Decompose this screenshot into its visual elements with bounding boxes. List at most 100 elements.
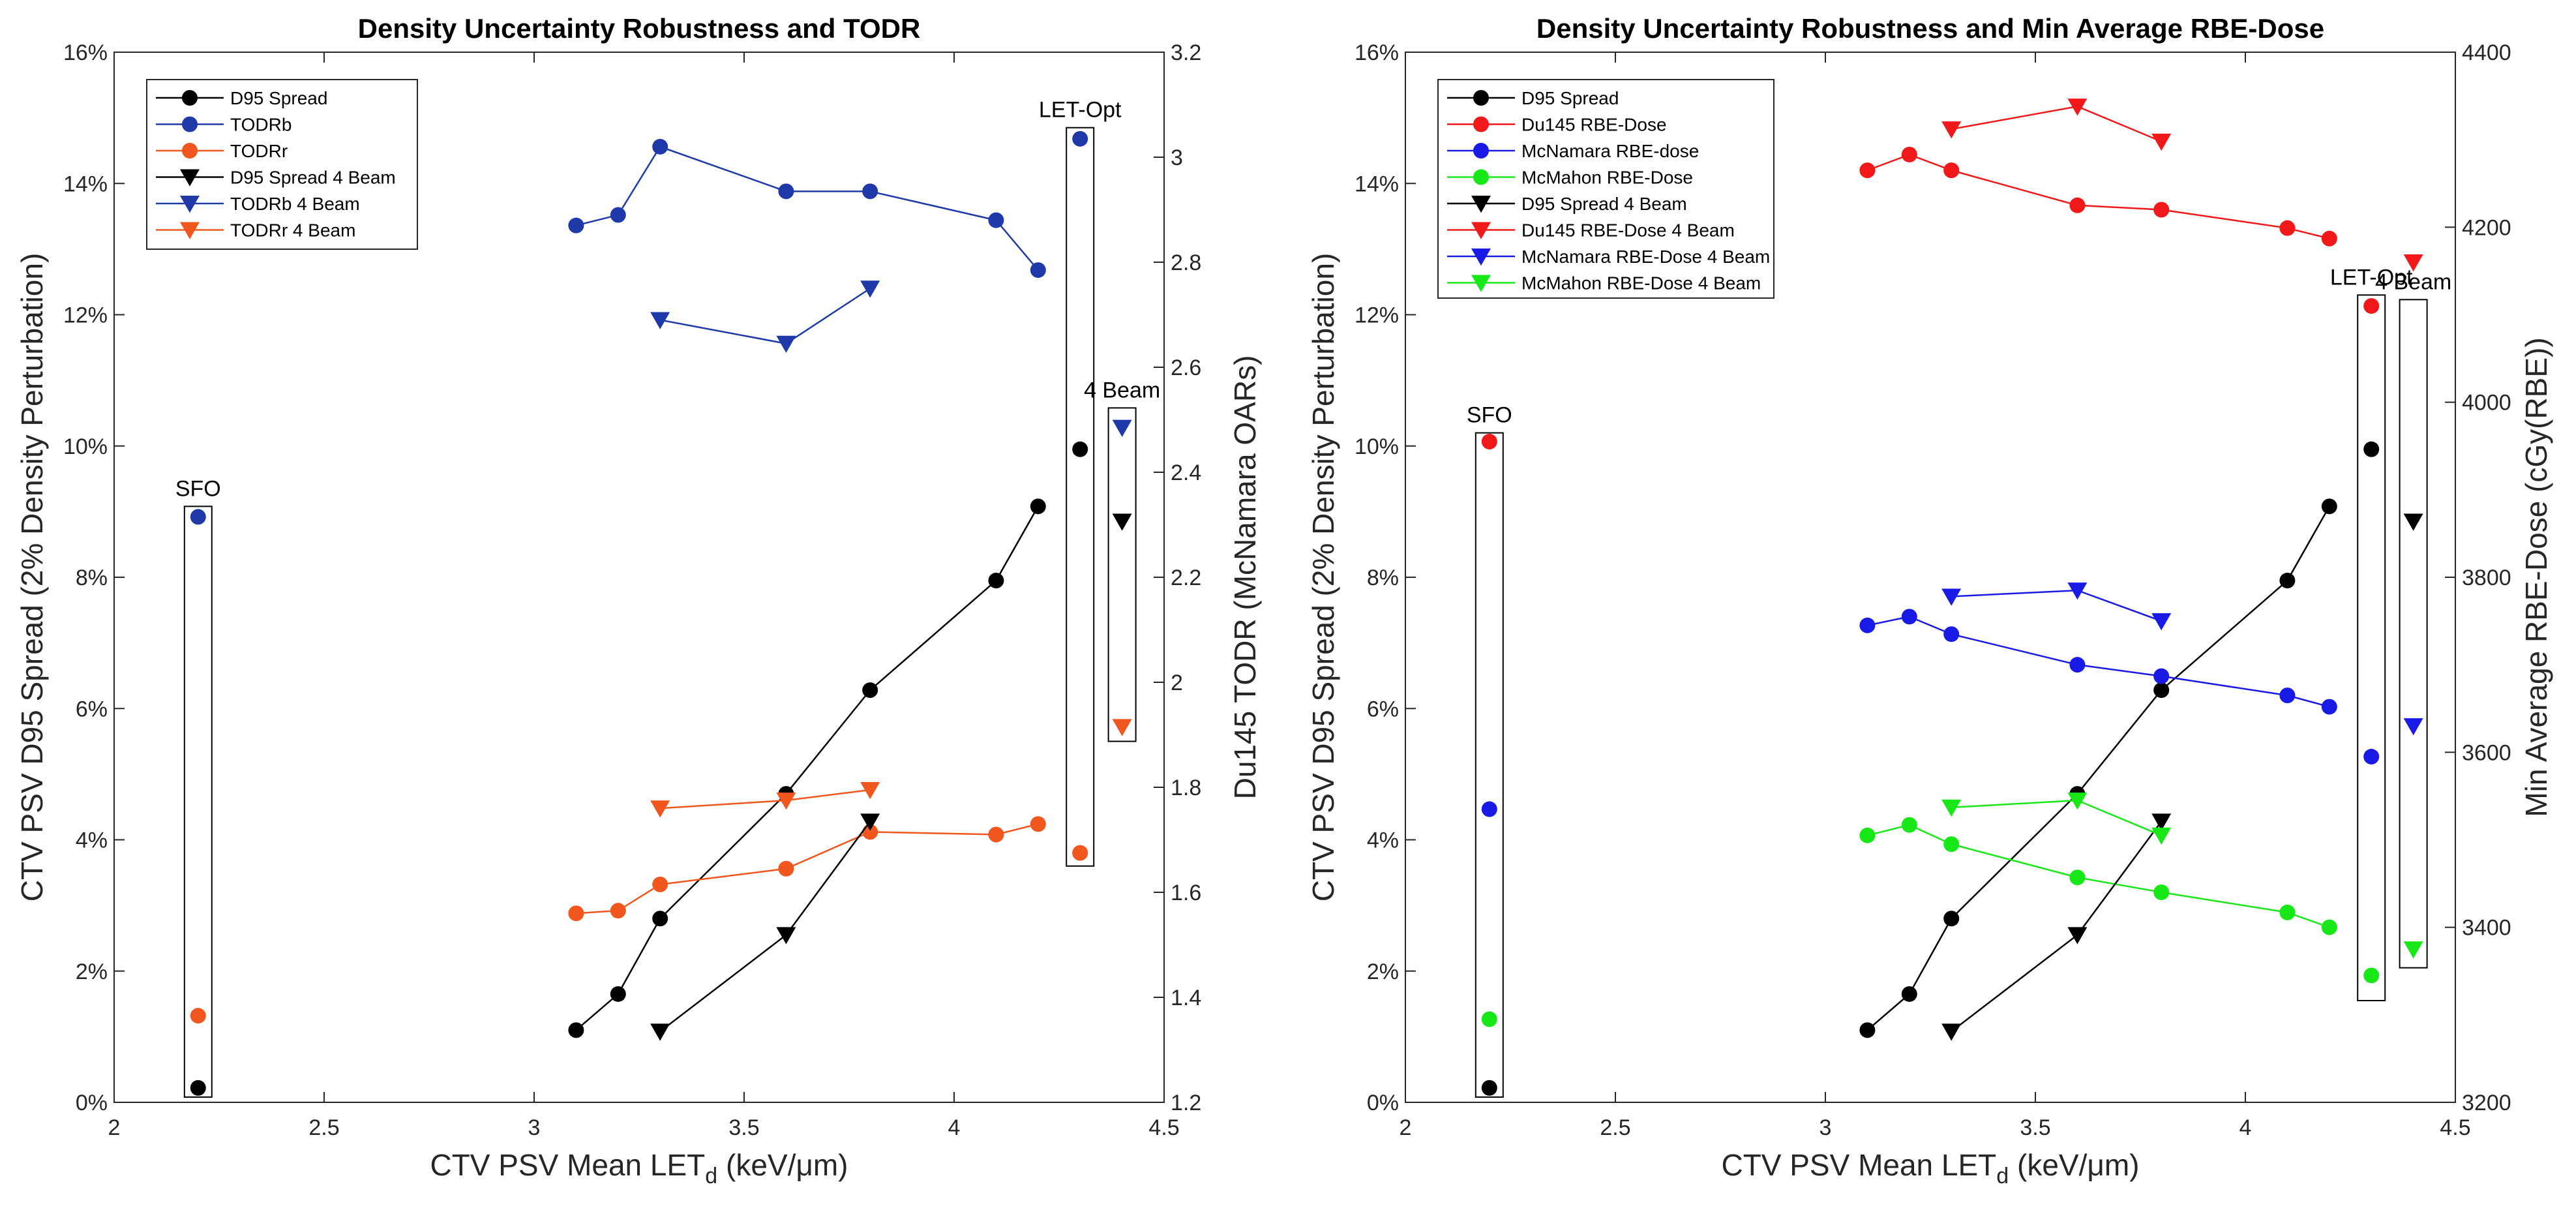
isolated-point [190,1008,206,1023]
isolated-point [1072,442,1088,457]
y-right-tick-label: 3600 [2462,740,2511,765]
data-point [1943,626,1959,642]
y-left-tick-label: 10% [63,434,108,459]
data-point [2279,220,2295,236]
y-left-tick-label: 12% [63,303,108,328]
legend-label: McMahon RBE-Dose 4 Beam [1521,273,1761,294]
y-right-tick-label: 1.6 [1171,881,1201,905]
data-point [988,573,1004,588]
x-tick-label: 3 [1820,1115,1832,1140]
y-left-tick-label: 4% [76,828,108,853]
y-left-tick-label: 8% [1367,566,1399,590]
data-point [610,986,626,1002]
x-tick-label: 3.5 [2020,1115,2050,1140]
isolated-point [1072,845,1088,861]
x-tick-label: 2 [108,1115,121,1140]
data-point [1902,147,1917,162]
data-point [1859,1022,1875,1038]
x-tick-label: 2.5 [308,1115,339,1140]
legend-label: TODRb [230,115,292,135]
data-point [2322,920,2337,935]
y-left-tick-label: 16% [1355,40,1399,65]
y-right-tick-label: 1.2 [1171,1091,1201,1115]
data-point [862,183,878,199]
data-point [652,877,668,892]
y-right-tick-label: 2 [1171,671,1183,695]
legend-label: D95 Spread 4 Beam [1521,194,1687,214]
isolated-point [2363,298,2379,314]
legend-marker [1473,90,1489,106]
data-point [2153,202,2169,218]
y-left-tick-label: 4% [1367,828,1399,853]
x-tick-label: 2 [1400,1115,1412,1140]
y-right-tick-label: 1.4 [1171,986,1201,1010]
y-left-tick-label: 14% [1355,172,1399,196]
y-left-tick-label: 10% [1355,434,1399,459]
chart-1: Density Uncertainty Robustness and TODR 2… [15,13,1262,1188]
chart-2: Density Uncertainty Robustness and Min A… [1306,13,2553,1188]
isolated-point [1482,1012,1497,1027]
legend-label: Du145 RBE-Dose [1521,115,1667,135]
legend-label: McNamara RBE-Dose 4 Beam [1521,247,1770,267]
y-left-tick-label: 0% [1367,1091,1399,1115]
y-right-tick-label: 3200 [2462,1091,2511,1115]
isolated-point [2363,442,2379,457]
y-left-tick-label: 6% [1367,697,1399,721]
data-point [1943,911,1959,926]
data-point [568,218,584,234]
group-label: LET-Opt [1039,98,1122,123]
x-axis-label: CTV PSV Mean LETd (keV/μm) [1721,1148,2139,1188]
data-point [1030,498,1046,514]
legend-label: D95 Spread 4 Beam [230,168,396,188]
legend-label: TODRb 4 Beam [230,194,360,214]
x-tick-label: 3.5 [728,1115,759,1140]
data-point [652,911,668,926]
legend-label: D95 Spread [1521,88,1619,108]
data-point [2279,687,2295,703]
y-left-tick-label: 0% [76,1091,108,1115]
y-right-axis-label: Min Average RBE-Dose (cGy(RBE)) [2519,337,2553,817]
y-right-tick-label: 4400 [2462,40,2511,65]
y-right-tick-label: 4200 [2462,215,2511,240]
y-right-tick-label: 3.2 [1171,40,1201,65]
group-label: 4 Beam [1084,378,1160,402]
isolated-point [1482,802,1497,817]
data-point [1859,618,1875,633]
data-point [568,1022,584,1038]
data-point [610,903,626,918]
y-right-axis-label: Du145 TODR (McNamara OARs) [1228,355,1262,800]
data-point [778,183,794,199]
y-right-tick-label: 3800 [2462,566,2511,590]
data-point [2069,198,2085,213]
data-point [568,905,584,921]
group-label: SFO [1467,403,1512,428]
isolated-point [190,1080,206,1096]
data-point [1943,162,1959,178]
legend-marker [182,90,198,106]
y-right-tick-label: 2.4 [1171,461,1201,485]
x-tick-label: 4.5 [1148,1115,1179,1140]
data-point [988,213,1004,228]
data-point [2153,669,2169,684]
isolated-point [2363,967,2379,983]
data-point [2069,869,2085,885]
legend-label: TODRr [230,141,288,161]
y-left-axis-label: CTV PSV D95 Spread (2% Density Perturbat… [1306,253,1340,902]
data-point [1902,609,1917,624]
legend-marker [1473,170,1489,185]
legend-label: TODRr 4 Beam [230,220,355,241]
y-right-tick-label: 4000 [2462,391,2511,415]
data-point [1030,816,1046,832]
data-point [652,139,668,155]
isolated-point [1072,131,1088,147]
data-point [1902,817,1917,833]
legend-label: McMahon RBE-Dose [1521,168,1693,188]
x-tick-label: 4.5 [2440,1115,2470,1140]
data-point [2069,657,2085,672]
y-left-axis-label: CTV PSV D95 Spread (2% Density Perturbat… [15,253,49,902]
x-tick-label: 2.5 [1600,1115,1630,1140]
isolated-point [1482,1080,1497,1096]
legend-label: Du145 RBE-Dose 4 Beam [1521,220,1735,241]
y-left-tick-label: 12% [1355,303,1399,328]
figure: Density Uncertainty Robustness and TODR2… [0,0,2576,1208]
